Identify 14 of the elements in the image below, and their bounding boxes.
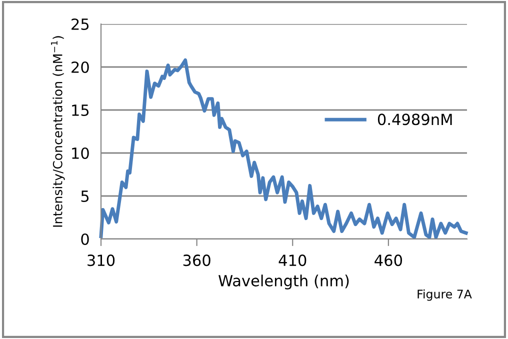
x-tick-label: 310 (88, 254, 115, 266)
y-tick-label: 25 (72, 18, 89, 30)
caption: Figure 7A (418, 289, 472, 301)
y-tick-label: 5 (81, 190, 89, 202)
legend-label: 0.4989nM (378, 114, 452, 126)
x-axis-title: Wavelength (nm) (218, 274, 349, 290)
y-tick-label: 20 (72, 61, 89, 74)
y-tick-label: 15 (72, 104, 89, 116)
x-tick-label: 460 (374, 254, 402, 266)
y-axis-title: Intensity/Concentration (nM$^{−1}$) (51, 36, 65, 227)
y-tick-label: 0 (81, 233, 89, 246)
x-tick-label: 360 (183, 254, 210, 266)
y-tick-label: 10 (72, 147, 89, 160)
x-tick-label: 410 (278, 254, 306, 266)
